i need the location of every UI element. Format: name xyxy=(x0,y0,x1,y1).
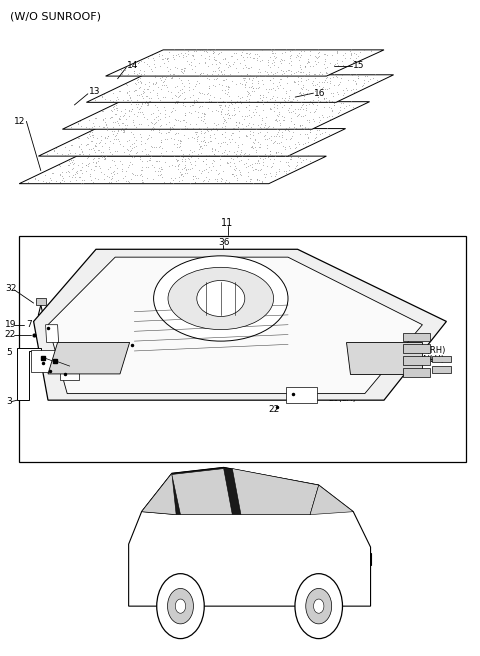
Text: 6: 6 xyxy=(42,348,48,357)
Text: 1: 1 xyxy=(55,363,61,372)
Polygon shape xyxy=(142,474,176,514)
Text: 33(RH): 33(RH) xyxy=(394,325,423,335)
Polygon shape xyxy=(310,485,353,514)
Text: (W/O SUNROOF): (W/O SUNROOF) xyxy=(10,11,101,22)
Polygon shape xyxy=(38,129,346,156)
Text: 16: 16 xyxy=(314,89,326,98)
Text: 12: 12 xyxy=(14,117,26,126)
Bar xyxy=(403,356,430,365)
Text: 2: 2 xyxy=(79,373,85,382)
Polygon shape xyxy=(17,348,41,400)
Polygon shape xyxy=(232,468,319,514)
Ellipse shape xyxy=(168,267,274,329)
Text: 3: 3 xyxy=(6,397,12,406)
Text: 23: 23 xyxy=(307,386,319,395)
Text: 36: 36 xyxy=(218,238,230,247)
Polygon shape xyxy=(36,298,46,305)
Bar xyxy=(19,236,466,462)
Polygon shape xyxy=(86,75,394,102)
Text: 13: 13 xyxy=(89,87,100,96)
Bar xyxy=(403,344,430,353)
Text: 7: 7 xyxy=(288,396,294,405)
Circle shape xyxy=(168,588,193,624)
Polygon shape xyxy=(34,249,446,400)
Polygon shape xyxy=(129,467,371,606)
Polygon shape xyxy=(142,467,319,514)
Polygon shape xyxy=(31,350,55,372)
Polygon shape xyxy=(286,387,317,403)
Text: 10: 10 xyxy=(60,315,72,324)
Text: 22: 22 xyxy=(5,330,16,339)
Text: 24: 24 xyxy=(274,343,285,352)
Text: 34(LH): 34(LH) xyxy=(417,355,445,364)
Text: 14: 14 xyxy=(127,61,139,70)
Polygon shape xyxy=(346,342,422,374)
Polygon shape xyxy=(172,468,232,514)
Polygon shape xyxy=(62,102,370,129)
Polygon shape xyxy=(19,156,326,184)
Text: 7: 7 xyxy=(26,320,32,329)
Polygon shape xyxy=(46,325,59,342)
Circle shape xyxy=(306,588,332,624)
Text: 19: 19 xyxy=(5,319,16,329)
Ellipse shape xyxy=(154,256,288,341)
Circle shape xyxy=(295,573,343,639)
Text: 25(LH): 25(LH) xyxy=(394,334,421,343)
Text: 32: 32 xyxy=(5,284,16,293)
Text: 1: 1 xyxy=(60,325,66,334)
Text: 11: 11 xyxy=(221,218,233,228)
Text: 5: 5 xyxy=(6,348,12,357)
Ellipse shape xyxy=(197,280,245,316)
Text: 21(RH): 21(RH) xyxy=(329,386,358,395)
Circle shape xyxy=(175,599,186,613)
Text: 18(RH): 18(RH) xyxy=(178,356,207,365)
Circle shape xyxy=(156,573,204,639)
Text: 10: 10 xyxy=(55,353,67,362)
Text: 17(LH): 17(LH) xyxy=(178,365,206,374)
Text: 4: 4 xyxy=(55,373,61,382)
Polygon shape xyxy=(106,50,384,76)
Bar xyxy=(432,356,451,362)
Bar xyxy=(403,333,430,341)
Polygon shape xyxy=(60,364,79,380)
Text: 8: 8 xyxy=(146,337,152,346)
Bar xyxy=(432,366,451,373)
Bar xyxy=(403,368,430,377)
Polygon shape xyxy=(48,342,130,374)
Text: 22: 22 xyxy=(269,405,280,415)
Polygon shape xyxy=(48,257,422,394)
Text: 20(LH): 20(LH) xyxy=(329,394,357,403)
Circle shape xyxy=(313,599,324,613)
Text: 35(RH): 35(RH) xyxy=(417,346,446,356)
Text: 15: 15 xyxy=(353,61,364,70)
